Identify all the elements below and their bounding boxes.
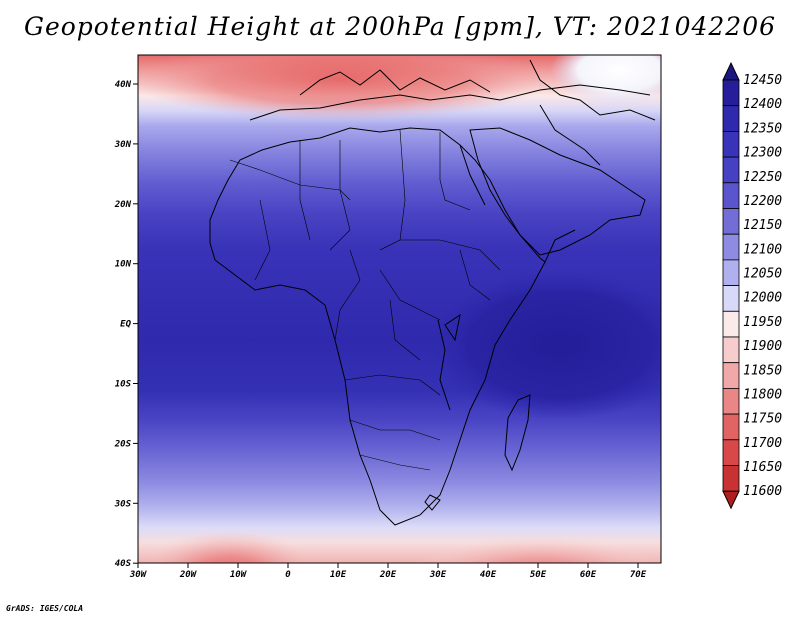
colorbar-swatch [722, 130, 740, 158]
colorbar-label: 11900 [743, 339, 782, 354]
colorbar-swatch [722, 233, 740, 261]
plot-frame [137, 54, 662, 564]
colorbar-label: 11850 [743, 363, 782, 378]
longitude-axis: 30W 20W 10W 0 10E 20E 30E 40E 50E 60E 70E [129, 563, 647, 580]
colorbar-label: 12150 [743, 218, 782, 233]
colorbar-label: 11650 [743, 460, 782, 475]
lon-tick-label: 0 [285, 570, 291, 580]
lat-tick-label: 20N [114, 200, 132, 210]
lon-tick-label: 20E [379, 570, 397, 580]
height-field [138, 55, 661, 563]
lat-tick-label: 10N [115, 260, 132, 270]
lat-tick-label: EQ [120, 320, 131, 330]
lon-tick-label: 30W [129, 570, 148, 580]
colorbar-top-arrow [722, 61, 740, 81]
colorbar-swatch [722, 465, 740, 492]
lon-tick-label: 30E [429, 570, 447, 580]
lat-tick-label: 40N [115, 80, 132, 90]
colorbar-label: 11800 [743, 387, 782, 402]
lat-tick-label: 30S [114, 499, 132, 509]
lon-tick-label: 70E [630, 570, 647, 580]
lat-tick-label: 10S [115, 380, 132, 390]
colorbar-swatch [722, 79, 740, 107]
lon-tick-label: 10E [330, 570, 347, 580]
colorbar-swatch [722, 182, 740, 209]
colorbar-swatch [722, 387, 740, 415]
colorbar-label: 11700 [743, 436, 782, 451]
lon-tick-label: 60E [580, 570, 597, 580]
colorbar-label: 11750 [743, 412, 782, 427]
colorbar-label: 11950 [743, 315, 782, 330]
colorbar-swatch [722, 208, 740, 235]
colorbar-label: 12300 [743, 146, 782, 161]
lon-tick-label: 50E [530, 570, 547, 580]
latitude-axis: 40N 30N 20N 10N EQ 10S 20S 30S 40S [114, 80, 138, 569]
colorbar-label: 12450 [743, 73, 782, 88]
lon-tick-label: 40E [480, 570, 497, 580]
colorbar-swatch [722, 156, 740, 184]
colorbar-label: 12200 [743, 194, 782, 209]
colorbar-label: 12050 [743, 267, 782, 282]
lat-tick-label: 20S [114, 439, 132, 449]
colorbar-swatch [722, 413, 740, 441]
colorbar-swatch [722, 259, 740, 286]
colorbar: 12450 12400 12350 12300 12250 12200 12150 12100… [722, 61, 782, 510]
lon-tick-label: 20W [179, 570, 198, 580]
colorbar-label: 11600 [743, 484, 782, 499]
colorbar-label: 12350 [743, 121, 782, 136]
coastlines [209, 59, 656, 526]
colorbar-bottom-arrow [722, 490, 740, 510]
colorbar-swatch [722, 336, 740, 364]
lat-tick-label: 40S [115, 559, 132, 569]
lat-tick-label: 30N [114, 140, 132, 150]
colorbar-swatch [722, 285, 740, 312]
colorbar-label: 12100 [743, 242, 782, 257]
colorbar-swatch [722, 310, 740, 338]
colorbar-label: 12400 [743, 97, 782, 112]
colorbar-swatch [722, 362, 740, 389]
colorbar-label: 12000 [743, 291, 782, 306]
colorbar-swatch [722, 439, 740, 466]
map-title: Geopotential Height at 200hPa [gpm], VT:… [23, 12, 777, 41]
colorbar-label: 12250 [743, 170, 782, 185]
grads-credit: GrADS: IGES/COLA [6, 604, 84, 613]
colorbar-swatch [722, 105, 740, 132]
lon-tick-label: 10W [230, 570, 248, 580]
country-borders [229, 129, 501, 471]
